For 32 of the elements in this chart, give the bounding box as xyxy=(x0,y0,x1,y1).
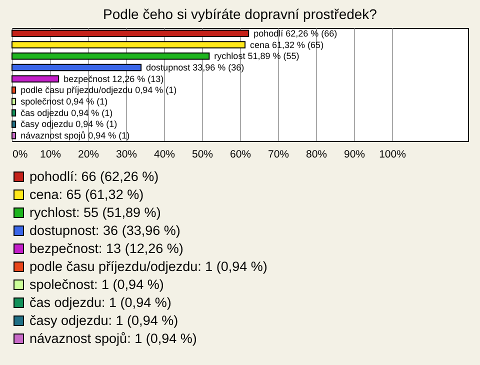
data-label: společnost 0,94 % (1) xyxy=(20,96,108,107)
data-label: čas odjezdu 0,94 % (1) xyxy=(20,108,113,118)
x-tick-label: 60% xyxy=(230,148,252,160)
legend-label: čas odjezdu: 1 (0,94 %) xyxy=(30,294,172,310)
legend-label: podle času příjezdu/odjezdu: 1 (0,94 %) xyxy=(30,258,268,274)
x-tick-label: 30% xyxy=(116,148,138,160)
x-tick-label: 50% xyxy=(192,148,214,160)
x-tick-label: 90% xyxy=(344,148,366,160)
x-tick-label: 10% xyxy=(40,148,62,160)
legend-label: společnost: 1 (0,94 %) xyxy=(30,276,164,292)
data-label: návaznost spojů 0,94 % (1) xyxy=(20,130,130,141)
data-label: pohodlí 62,26 % (66) xyxy=(254,28,338,38)
x-tick-label: 20% xyxy=(78,148,100,160)
x-tick-label: 80% xyxy=(306,148,328,160)
legend-label: cena: 65 (61,32 %) xyxy=(30,186,144,202)
data-label: bezpečnost 12,26 % (13) xyxy=(64,74,164,84)
legend-label: pohodlí: 66 (62,26 %) xyxy=(30,168,159,184)
legend-label: rychlost: 55 (51,89 %) xyxy=(30,204,161,220)
x-tick-label: 100% xyxy=(379,148,406,160)
legend-label: návaznost spojů: 1 (0,94 %) xyxy=(30,330,197,346)
data-label: cena 61,32 % (65) xyxy=(250,40,324,50)
x-tick-label: 0% xyxy=(12,148,28,160)
legend-label: časy odjezdu: 1 (0,94 %) xyxy=(30,312,178,328)
data-label: časy odjezdu 0,94 % (1) xyxy=(20,119,118,130)
chart-title: Podle čeho si vybíráte dopravní prostředek? xyxy=(103,6,378,22)
data-label: rychlost 51,89 % (55) xyxy=(214,51,300,62)
data-label: podle času příjezdu/odjezdu 0,94 % (1) xyxy=(20,85,177,96)
legend-label: dostupnost: 36 (33,96 %) xyxy=(30,222,180,238)
legend-label: bezpečnost: 13 (12,26 %) xyxy=(30,240,184,256)
data-label: dostupnost 33,96 % (36) xyxy=(146,62,244,72)
x-tick-label: 40% xyxy=(154,148,176,160)
x-tick-label: 70% xyxy=(268,148,290,160)
